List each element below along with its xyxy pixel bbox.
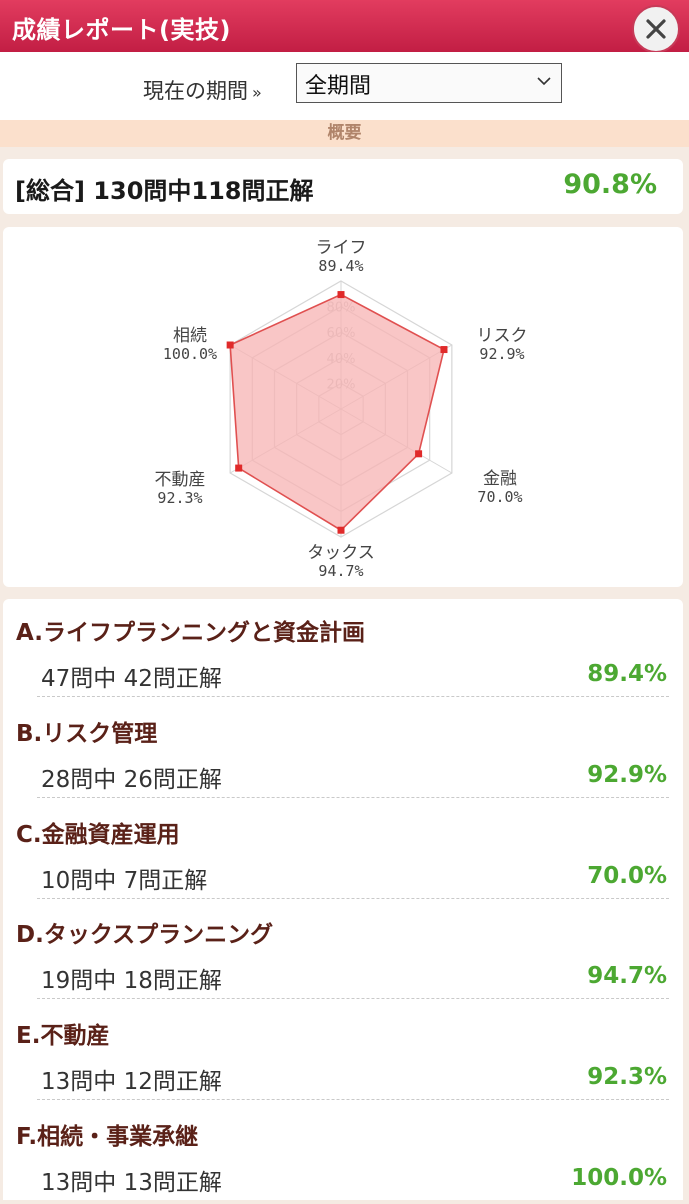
radar-axis-value: 92.9% [479,345,524,363]
period-label: 現在の期間» [143,75,262,105]
category-item: B.リスク管理 28問中 26問正解 92.9% [3,700,683,801]
category-count: 47問中 42問正解 [41,666,222,692]
radar-series-area [229,293,445,532]
category-count: 13問中 12問正解 [41,1069,222,1095]
category-percent: 100.0% [571,1165,667,1191]
category-list: A.ライフプランニングと資金計画 47問中 42問正解 89.4% B.リスク管… [3,599,683,1200]
radar-axis-value: 92.3% [157,489,202,507]
radar-axis-value: 70.0% [477,488,522,506]
category-count: 28問中 26問正解 [41,767,222,793]
period-selected-value: 全期間 [305,74,372,99]
radar-axis-label: ライフ [316,238,367,258]
category-count: 10問中 7問正解 [41,868,208,894]
category-item: D.タックスプランニング 19問中 18問正解 94.7% [3,901,683,1002]
category-title: A.ライフプランニングと資金計画 [16,620,365,646]
divider [37,1099,669,1100]
radar-axis-value: 94.7% [318,562,363,580]
app-header: 成績レポート(実技) [0,0,689,53]
divider [37,797,669,798]
category-count: 19問中 18問正解 [41,968,222,994]
close-icon [646,19,666,39]
radar-chart: 20%40%60%80%ライフ89.4%リスク92.9%金融70.0%タックス9… [155,238,528,580]
category-item: E.不動産 13問中 12問正解 92.3% [3,1002,683,1103]
divider [37,998,669,999]
category-item: F.相続・事業承継 13問中 13問正解 100.0% [3,1103,683,1204]
radar-data-point [226,341,234,349]
summary-text: [総合] 130問中118問正解 [15,177,314,205]
radar-data-point [415,450,423,458]
radar-axis-label: 金融 [483,469,517,489]
radar-data-point [235,464,243,472]
category-title: E.不動産 [16,1023,110,1049]
radar-data-point [337,526,345,534]
radar-data-point [440,346,448,354]
category-count: 13問中 13問正解 [41,1170,222,1196]
chevron-down-icon [537,77,551,86]
radar-axis-value: 89.4% [318,257,363,275]
radar-axis-value: 100.0% [163,345,217,363]
category-title: B.リスク管理 [16,721,158,747]
section-header: 概要 [0,120,689,147]
divider [37,898,669,899]
category-percent: 89.4% [587,661,667,687]
radar-axis-label: リスク [477,326,528,346]
radar-axis-label: 不動産 [155,470,206,490]
period-marker: » [252,83,262,102]
page-title: 成績レポート(実技) [12,16,231,44]
category-item: C.金融資産運用 10問中 7問正解 70.0% [3,801,683,902]
category-title: F.相続・事業承継 [16,1124,199,1150]
period-bar: 現在の期間» 全期間 [0,52,689,120]
close-button[interactable] [632,5,680,53]
summary-card: [総合] 130問中118問正解 90.8% [3,159,683,214]
radar-axis-label: タックス [307,543,375,563]
category-percent: 94.7% [587,963,667,989]
category-title: D.タックスプランニング [16,922,274,948]
summary-percent: 90.8% [563,169,657,200]
category-title: C.金融資産運用 [16,822,180,848]
category-percent: 70.0% [587,863,667,889]
category-percent: 92.3% [587,1064,667,1090]
period-select[interactable]: 全期間 [296,63,562,103]
radar-data-point [337,291,345,299]
radar-axis-label: 相続 [173,326,207,346]
radar-chart-card: 20%40%60%80%ライフ89.4%リスク92.9%金融70.0%タックス9… [3,227,683,587]
period-label-text: 現在の期間 [143,79,248,103]
category-percent: 92.9% [587,762,667,788]
category-item: A.ライフプランニングと資金計画 47問中 42問正解 89.4% [3,599,683,700]
divider [37,696,669,697]
